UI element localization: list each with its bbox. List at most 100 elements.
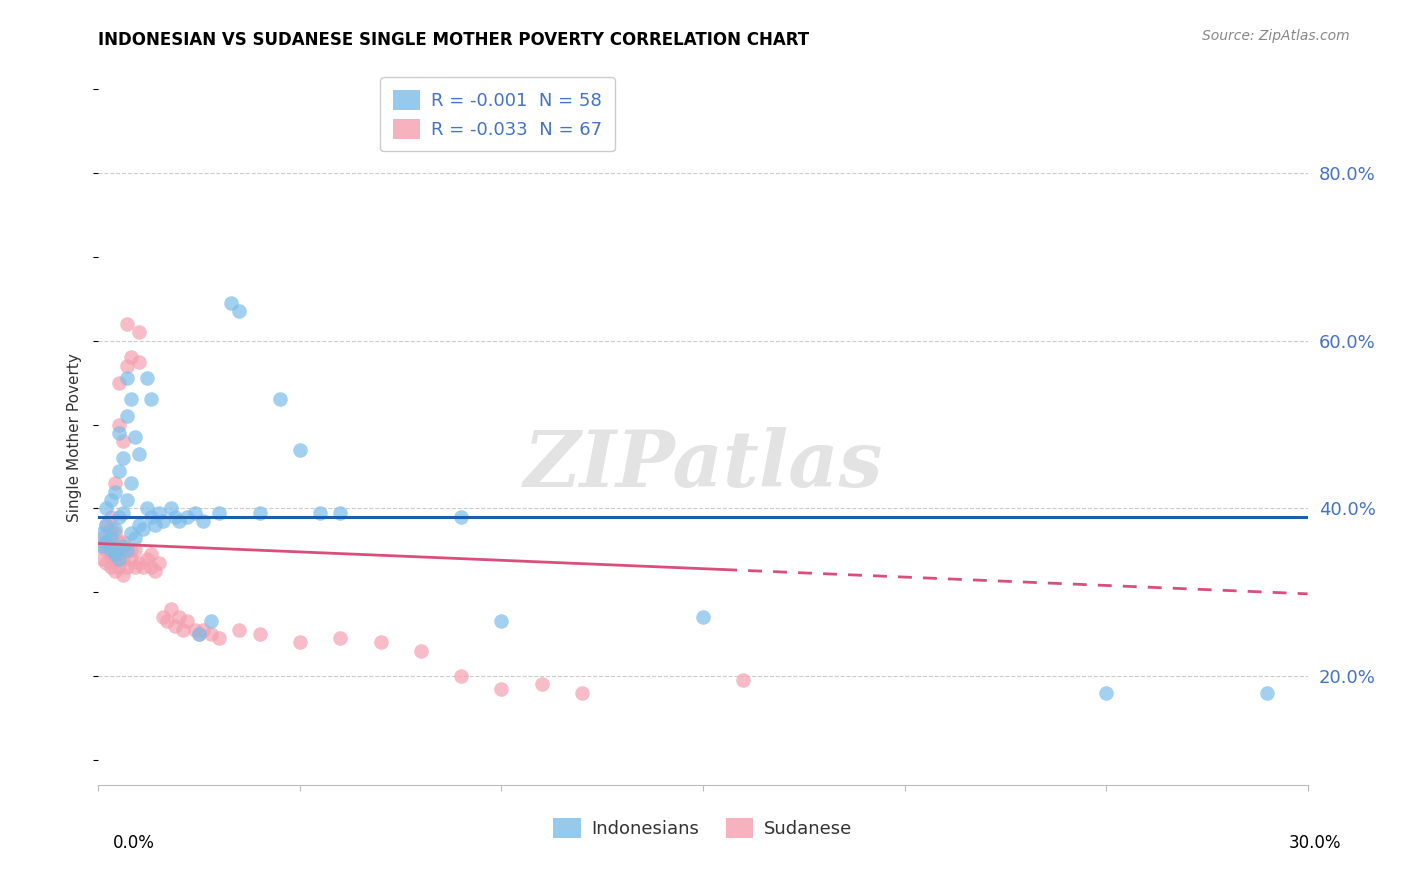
Point [530,677,553,691]
Point [176,615,198,629]
Point [120,392,142,407]
Point [107,548,129,562]
Point [450,669,472,683]
Point [135,551,157,566]
Point [115,492,138,507]
Point [128,354,150,368]
Text: ZIPatlas: ZIPatlas [523,426,883,503]
Point [200,627,222,641]
Point [139,560,162,574]
Point [143,518,166,533]
Point [249,627,271,641]
Point [91,539,114,553]
Point [100,492,122,507]
Point [124,531,146,545]
Point [103,551,125,566]
Point [208,632,231,646]
Point [115,560,138,574]
Point [96,543,118,558]
Point [188,627,211,641]
Point [124,430,146,444]
Point [152,514,174,528]
Point [176,509,198,524]
Point [128,326,150,340]
Point [107,425,129,440]
Text: 0.0%: 0.0% [112,834,155,852]
Point [100,522,122,536]
Point [692,610,714,624]
Point [128,447,150,461]
Point [132,560,155,574]
Point [111,534,134,549]
Point [111,506,134,520]
Point [124,543,146,558]
Point [172,623,194,637]
Point [370,635,392,649]
Point [120,551,142,566]
Point [100,531,122,545]
Point [1095,686,1118,700]
Point [193,623,215,637]
Point [96,534,118,549]
Point [100,543,122,558]
Point [193,514,215,528]
Point [111,450,134,465]
Point [128,556,150,570]
Point [103,548,125,562]
Point [120,476,142,491]
Point [135,501,157,516]
Point [156,615,179,629]
Point [100,509,122,524]
Point [188,627,211,641]
Point [329,506,352,520]
Point [148,506,170,520]
Point [139,392,162,407]
Point [103,522,125,536]
Point [103,476,125,491]
Point [115,543,138,558]
Point [184,623,207,637]
Point [103,526,125,541]
Point [148,556,170,570]
Point [107,509,129,524]
Point [124,560,146,574]
Point [152,610,174,624]
Point [167,610,190,624]
Point [132,522,155,536]
Point [249,506,271,520]
Point [107,417,129,432]
Point [228,304,250,318]
Point [200,615,222,629]
Y-axis label: Single Mother Poverty: Single Mother Poverty [67,352,83,522]
Point [167,514,190,528]
Point [96,501,118,516]
Point [96,556,118,570]
Legend: Indonesians, Sudanese: Indonesians, Sudanese [547,811,859,846]
Point [107,534,129,549]
Point [103,539,125,553]
Point [221,296,243,310]
Point [160,602,183,616]
Point [115,371,138,385]
Point [111,434,134,449]
Point [115,409,138,424]
Point [228,623,250,637]
Point [269,392,291,407]
Point [208,506,231,520]
Point [103,484,125,499]
Point [111,568,134,582]
Point [91,526,114,541]
Point [107,560,129,574]
Point [1256,686,1278,700]
Point [571,686,593,700]
Point [163,618,186,632]
Point [163,509,186,524]
Point [288,442,311,457]
Point [409,644,432,658]
Point [143,564,166,578]
Point [100,534,122,549]
Point [288,635,311,649]
Point [107,551,129,566]
Point [111,539,134,553]
Point [91,551,114,566]
